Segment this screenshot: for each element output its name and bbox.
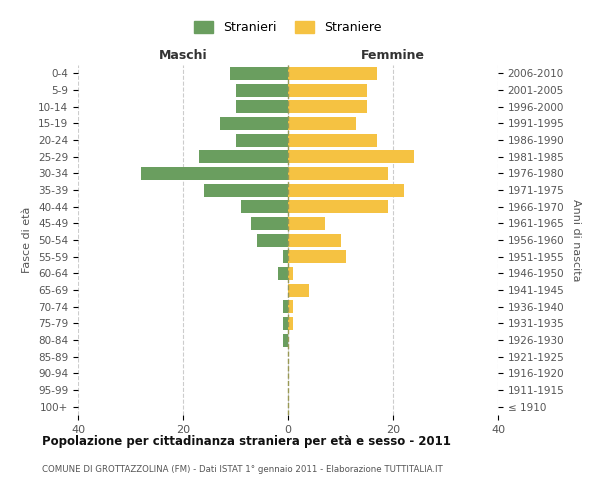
Bar <box>288 84 367 96</box>
Text: Maschi: Maschi <box>158 48 208 62</box>
Bar <box>235 84 288 96</box>
Bar <box>277 267 288 280</box>
Bar <box>235 134 288 146</box>
Bar <box>288 200 388 213</box>
Bar <box>288 284 309 296</box>
Bar <box>288 150 414 163</box>
Bar <box>288 117 356 130</box>
Bar <box>283 334 288 346</box>
Bar <box>288 100 367 113</box>
Bar <box>199 150 288 163</box>
Bar <box>288 167 388 180</box>
Bar <box>257 234 288 246</box>
Text: COMUNE DI GROTTAZZOLINA (FM) - Dati ISTAT 1° gennaio 2011 - Elaborazione TUTTITA: COMUNE DI GROTTAZZOLINA (FM) - Dati ISTA… <box>42 465 443 474</box>
Bar <box>204 184 288 196</box>
Bar <box>230 67 288 80</box>
Text: Popolazione per cittadinanza straniera per età e sesso - 2011: Popolazione per cittadinanza straniera p… <box>42 435 451 448</box>
Bar <box>288 250 346 263</box>
Bar <box>288 184 404 196</box>
Bar <box>283 317 288 330</box>
Bar <box>288 134 377 146</box>
Bar <box>288 267 293 280</box>
Y-axis label: Anni di nascita: Anni di nascita <box>571 198 581 281</box>
Bar <box>288 217 325 230</box>
Bar <box>141 167 288 180</box>
Text: Femmine: Femmine <box>361 48 425 62</box>
Bar <box>288 317 293 330</box>
Bar <box>283 300 288 313</box>
Bar <box>220 117 288 130</box>
Bar <box>251 217 288 230</box>
Legend: Stranieri, Straniere: Stranieri, Straniere <box>190 16 386 40</box>
Bar <box>288 300 293 313</box>
Bar <box>283 250 288 263</box>
Y-axis label: Fasce di età: Fasce di età <box>22 207 32 273</box>
Bar <box>241 200 288 213</box>
Bar <box>235 100 288 113</box>
Bar <box>288 67 377 80</box>
Bar <box>288 234 341 246</box>
